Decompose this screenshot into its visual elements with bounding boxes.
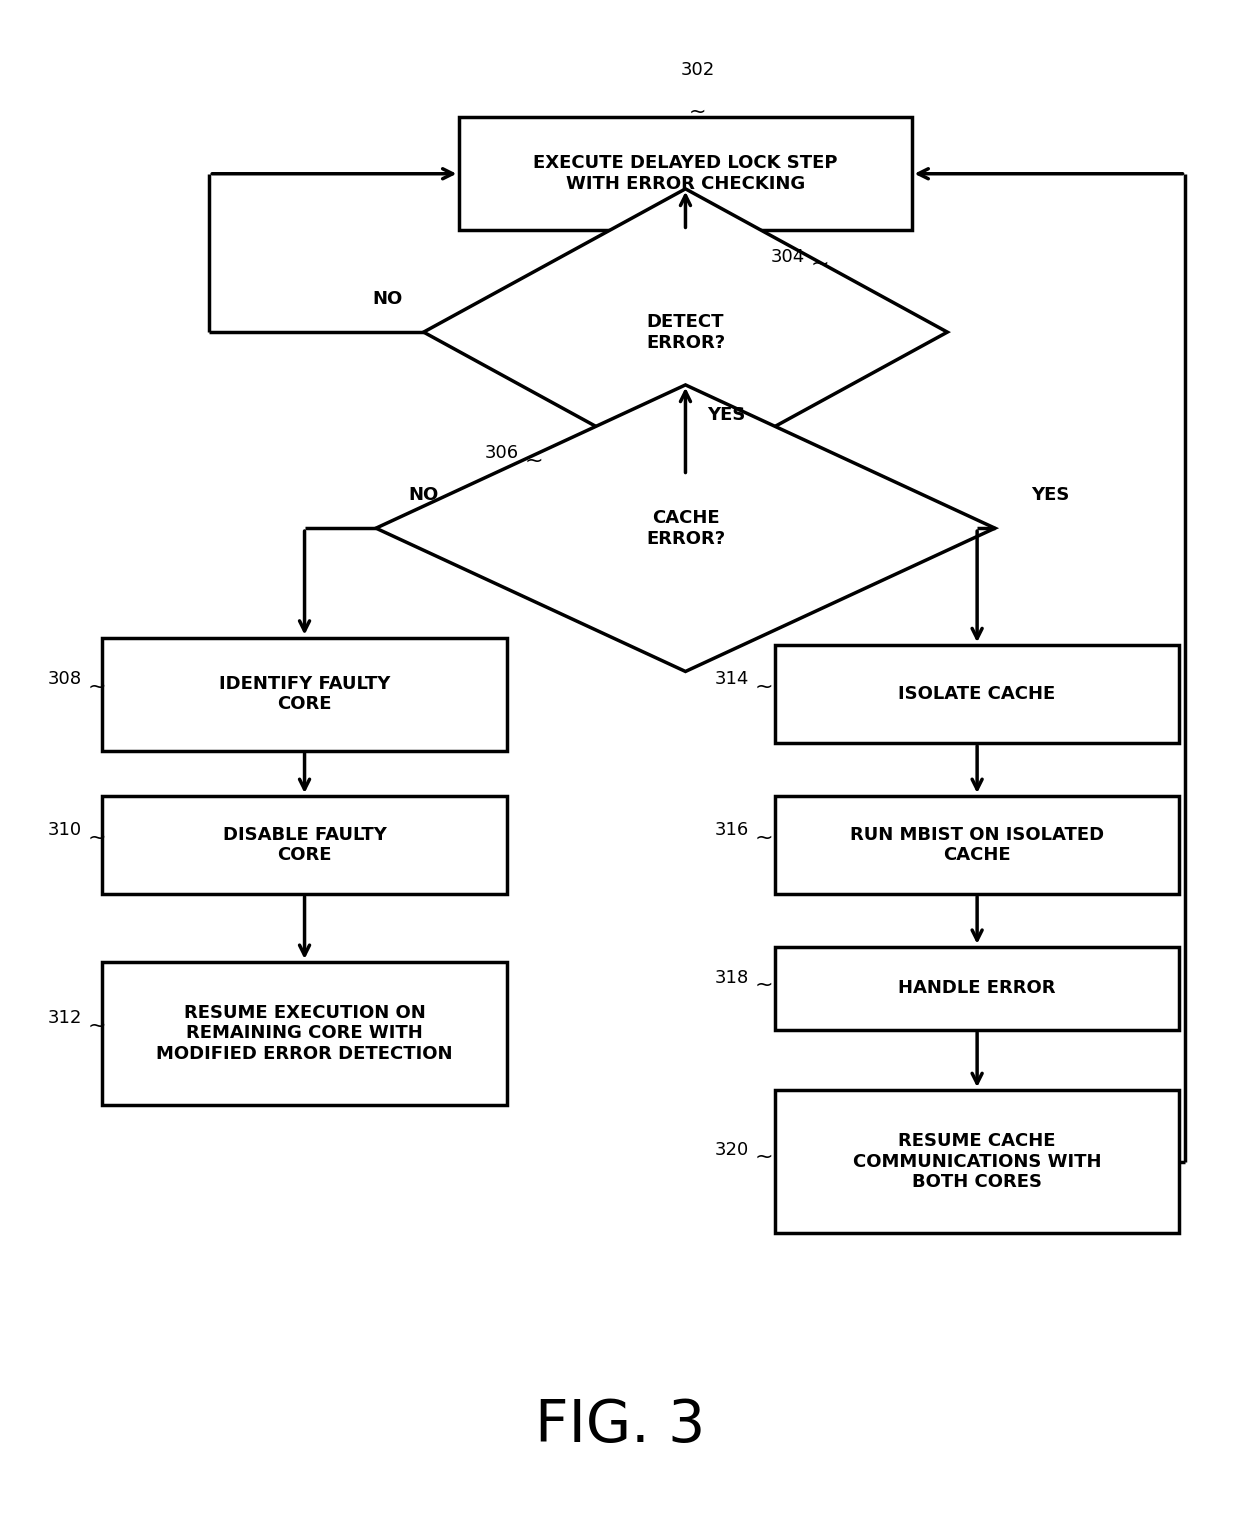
Text: RESUME EXECUTION ON
REMAINING CORE WITH
MODIFIED ERROR DETECTION: RESUME EXECUTION ON REMAINING CORE WITH … (156, 1003, 453, 1063)
Text: 314: 314 (714, 669, 749, 688)
Text: 304: 304 (770, 248, 805, 266)
Text: ~: ~ (525, 451, 543, 471)
Text: ~: ~ (811, 254, 830, 274)
Bar (102, 962, 507, 1105)
Text: DETECT
ERROR?: DETECT ERROR? (646, 312, 725, 351)
Text: 320: 320 (714, 1140, 749, 1159)
Text: DISABLE FAULTY
CORE: DISABLE FAULTY CORE (223, 825, 387, 865)
Bar (102, 796, 507, 894)
Text: RUN MBIST ON ISOLATED
CACHE: RUN MBIST ON ISOLATED CACHE (851, 825, 1104, 865)
Text: 316: 316 (714, 820, 749, 839)
Text: 310: 310 (48, 820, 82, 839)
Text: YES: YES (1030, 486, 1069, 503)
Text: HANDLE ERROR: HANDLE ERROR (898, 979, 1056, 997)
Text: RESUME CACHE
COMMUNICATIONS WITH
BOTH CORES: RESUME CACHE COMMUNICATIONS WITH BOTH CO… (853, 1131, 1101, 1191)
Text: 308: 308 (48, 669, 82, 688)
Bar (459, 117, 911, 231)
Text: ~: ~ (88, 1016, 107, 1036)
Text: ~: ~ (688, 102, 706, 122)
Text: NO: NO (373, 289, 403, 308)
Text: 312: 312 (47, 1010, 82, 1028)
Text: CACHE
ERROR?: CACHE ERROR? (646, 509, 725, 548)
Text: ~: ~ (754, 828, 774, 848)
Bar (775, 796, 1179, 894)
Text: ~: ~ (754, 976, 774, 996)
Polygon shape (376, 385, 994, 671)
Text: EXECUTE DELAYED LOCK STEP
WITH ERROR CHECKING: EXECUTE DELAYED LOCK STEP WITH ERROR CHE… (533, 154, 838, 194)
Text: ~: ~ (754, 1147, 774, 1167)
Text: NO: NO (408, 486, 439, 503)
Text: IDENTIFY FAULTY
CORE: IDENTIFY FAULTY CORE (218, 674, 391, 714)
Polygon shape (424, 189, 947, 476)
Text: ~: ~ (88, 828, 107, 848)
Text: ISOLATE CACHE: ISOLATE CACHE (899, 685, 1055, 703)
Bar (102, 637, 507, 751)
Text: ~: ~ (754, 677, 774, 697)
Text: FIG. 3: FIG. 3 (534, 1397, 706, 1454)
Text: ~: ~ (88, 677, 107, 697)
Text: 318: 318 (714, 968, 749, 986)
Bar (775, 1090, 1179, 1233)
Text: 306: 306 (485, 443, 518, 462)
Bar (775, 645, 1179, 743)
Text: YES: YES (707, 406, 745, 425)
Bar (775, 946, 1179, 1030)
Text: 302: 302 (681, 62, 714, 80)
